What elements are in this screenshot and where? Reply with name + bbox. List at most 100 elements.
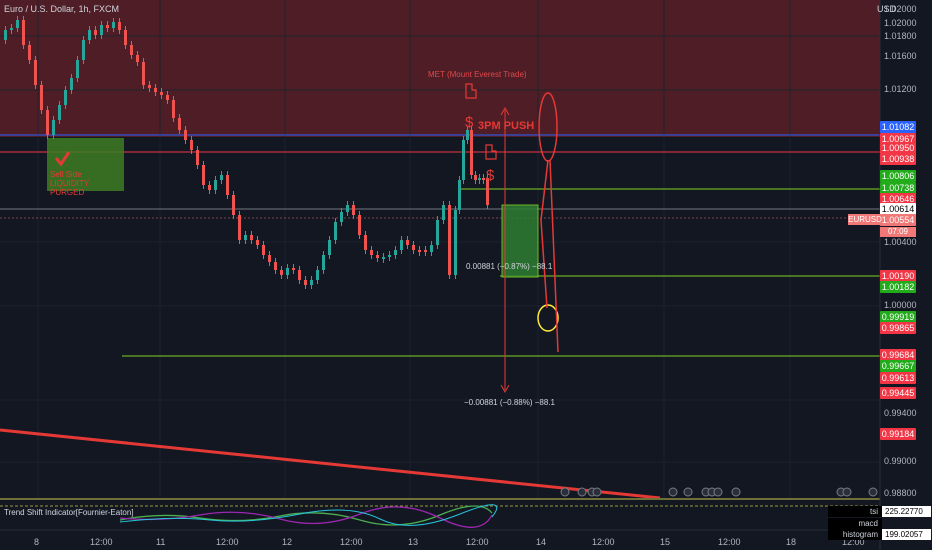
candle-body <box>316 270 319 280</box>
candle-body <box>400 240 403 250</box>
time-label: 12:00 <box>466 537 489 547</box>
candle-body <box>238 215 241 240</box>
candle-body <box>322 255 325 270</box>
price-tag: 1.00554 <box>880 214 916 226</box>
candle-body <box>470 130 473 175</box>
candle-body <box>388 255 391 257</box>
candle-body <box>142 62 145 85</box>
candle-body <box>46 110 49 135</box>
candle-body <box>250 235 253 240</box>
candle-body <box>22 20 25 45</box>
candle-body <box>64 90 67 105</box>
indicator-name[interactable]: Trend Shift Indicator[Fournier-Eaton] <box>4 508 134 517</box>
candle-body <box>412 245 415 250</box>
candle-body <box>482 178 485 180</box>
candle-body <box>88 30 91 40</box>
candle-body <box>148 85 151 88</box>
signal-line <box>119 504 498 526</box>
measure-label-top: 0.00881 (−0.87%) −88.1 <box>466 262 553 271</box>
candle-body <box>226 175 229 195</box>
candle-body <box>304 280 307 285</box>
event-icon <box>577 487 587 497</box>
tsi-line <box>119 505 493 526</box>
met-annotation: MET (Mount Everest Trade) <box>428 70 527 79</box>
candle-body <box>274 262 277 270</box>
candle-body <box>196 150 199 165</box>
hand-pointer-icon-2 <box>485 144 497 160</box>
candle-body <box>358 215 361 235</box>
candle-body <box>52 120 55 135</box>
candle-body <box>364 235 367 250</box>
macd-value: 199.02057 <box>882 529 931 540</box>
time-label: 12 <box>282 537 293 547</box>
event-icon <box>842 487 852 497</box>
hand-pointer-icon-1 <box>465 83 477 99</box>
symbol-price-tag: EURUSD <box>848 214 882 225</box>
price-tag: 0.99919 <box>880 311 916 323</box>
red-projection-drawing <box>540 159 559 353</box>
axis-price: 1.01600 <box>884 51 917 61</box>
candle-body <box>310 280 313 285</box>
price-tag: 1.01082 <box>880 121 916 133</box>
candle-body <box>166 95 169 100</box>
candle-body <box>184 130 187 140</box>
candle-body <box>172 100 175 118</box>
candle-body <box>244 235 247 240</box>
time-label: 12:00 <box>216 537 239 547</box>
candle-body <box>34 60 37 85</box>
axis-price: 0.99000 <box>884 456 917 466</box>
price-tag: 1.00190 <box>880 270 916 282</box>
measure-arrow-top-icon <box>500 106 510 116</box>
axis-price: 0.98800 <box>884 488 917 498</box>
price-tag: 0.99184 <box>880 428 916 440</box>
candle-body <box>448 205 451 275</box>
price-tag: 1.00182 <box>880 281 916 293</box>
candle-body <box>40 85 43 110</box>
price-tag: 0.99667 <box>880 360 916 372</box>
time-label: 14 <box>536 537 547 547</box>
indicator-pane <box>0 498 880 530</box>
axis-price: 1.01800 <box>884 31 917 41</box>
candle-body <box>292 268 295 270</box>
event-icon <box>683 487 693 497</box>
axis-price: 1.00400 <box>884 237 917 247</box>
time-label: 12:00 <box>340 537 363 547</box>
price-tag: 1.00938 <box>880 153 916 165</box>
price-tag: 1.00950 <box>880 142 916 154</box>
macd-label: macd histogram <box>828 518 882 540</box>
candle-body <box>256 240 259 245</box>
currency-label: USD <box>876 4 896 14</box>
measure-label-bottom: −0.00881 (−0.88%) −88.1 <box>464 398 555 407</box>
candle-body <box>462 140 465 180</box>
candle-body <box>486 178 489 205</box>
candle-body <box>178 118 181 130</box>
trend-line <box>0 428 661 500</box>
candle-body <box>220 175 223 180</box>
candle-body <box>418 250 421 252</box>
target-box <box>501 204 539 278</box>
candle-body <box>298 270 301 280</box>
event-icon <box>592 487 602 497</box>
price-tag: 1.00806 <box>880 170 916 182</box>
candle-body <box>100 25 103 35</box>
candle-body <box>160 92 163 95</box>
candle-body <box>106 25 109 28</box>
event-icon <box>868 487 878 497</box>
supply-zone <box>0 0 880 137</box>
candle-body <box>394 250 397 255</box>
candle-body <box>190 140 193 150</box>
candle-body <box>136 55 139 62</box>
candle-body <box>118 22 121 30</box>
time-label: 12:00 <box>592 537 615 547</box>
candle-body <box>328 240 331 255</box>
symbol-title[interactable]: Euro / U.S. Dollar, 1h, FXCM <box>4 4 120 14</box>
measure-arrow-bottom-icon <box>500 384 510 394</box>
time-label: 8 <box>34 537 40 547</box>
dollar-icon-2: $ <box>486 167 495 184</box>
candle-body <box>16 20 19 28</box>
candle-body <box>82 40 85 60</box>
candle-body <box>370 250 373 255</box>
candle-body <box>406 240 409 245</box>
candle-body <box>382 257 385 259</box>
